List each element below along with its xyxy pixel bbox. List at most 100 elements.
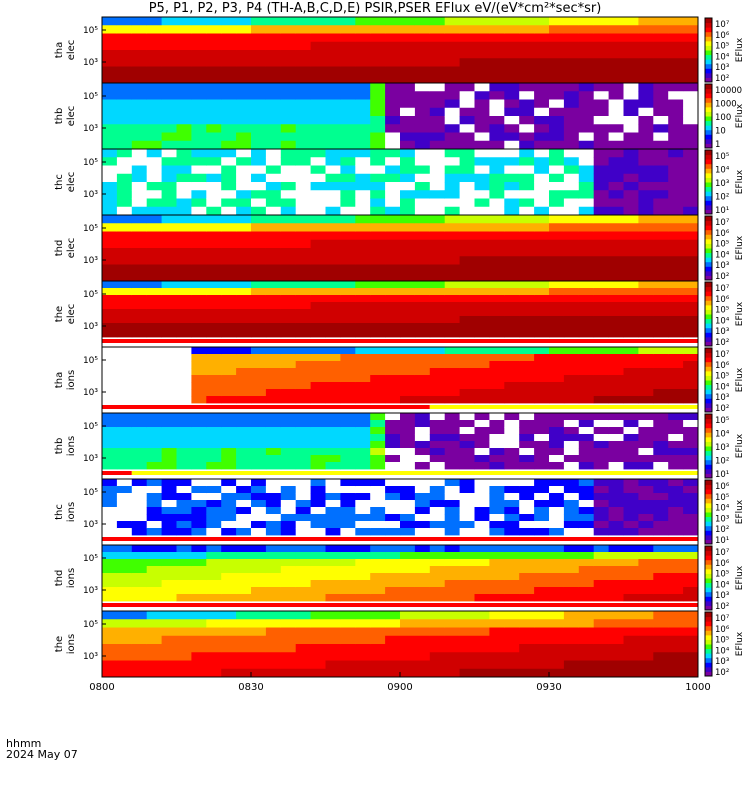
- heatmap-cell: [280, 619, 297, 628]
- heatmap-cell: [161, 619, 177, 628]
- heatmap-cell: [310, 288, 326, 296]
- heatmap-cell: [638, 660, 654, 670]
- heatmap-cell: [593, 132, 609, 142]
- heatmap-cell: [206, 215, 222, 224]
- heatmap-cell: [355, 41, 371, 51]
- heatmap-cell: [191, 116, 207, 125]
- colorbar-segment: [705, 625, 712, 631]
- colorbar-segment: [705, 468, 712, 474]
- heatmap-cell: [549, 354, 565, 362]
- heatmap-cell: [161, 173, 177, 183]
- heatmap-cell: [102, 455, 118, 463]
- heatmap-cell: [265, 182, 282, 191]
- heatmap-cell: [102, 573, 118, 581]
- heatmap-cell: [265, 281, 282, 289]
- heatmap-cell: [474, 611, 490, 620]
- heatmap-cell: [176, 635, 192, 645]
- heatmap-cell: [504, 627, 520, 637]
- heatmap-cell: [549, 448, 565, 456]
- heatmap-cell: [325, 215, 341, 224]
- heatmap-cell: [519, 347, 535, 355]
- heatmap-cell: [519, 91, 535, 100]
- heatmap-cell: [116, 528, 133, 536]
- heatmap-cell: [146, 198, 162, 208]
- heatmap-cell: [563, 347, 580, 355]
- heatmap-cell: [236, 330, 252, 338]
- heatmap-cell: [414, 323, 431, 331]
- heatmap-cell: [638, 594, 654, 602]
- heatmap-cell: [519, 413, 535, 421]
- heatmap-cell: [444, 198, 460, 208]
- heatmap-cell: [668, 206, 684, 216]
- colorbar-tick-label: 10⁴: [715, 316, 730, 326]
- heatmap-cell: [623, 323, 639, 331]
- heatmap-cell: [191, 223, 207, 232]
- heatmap-cell: [414, 309, 431, 317]
- heatmap-cell: [638, 17, 654, 26]
- heatmap-cell: [608, 74, 624, 84]
- heatmap-cell: [400, 347, 416, 355]
- heatmap-cell: [265, 41, 282, 51]
- heatmap-cell: [459, 396, 475, 404]
- heatmap-cell: [116, 330, 133, 338]
- y-tick-label: 10³: [83, 256, 98, 266]
- heatmap-cell: [265, 302, 282, 310]
- heatmap-cell: [325, 528, 341, 536]
- heatmap-cell: [340, 347, 356, 355]
- heatmap-cell: [251, 660, 267, 670]
- heatmap-cell: [131, 50, 148, 59]
- heatmap-cell: [623, 132, 639, 142]
- heatmap-cell: [414, 281, 431, 289]
- heatmap-cell: [519, 256, 535, 265]
- heatmap-cell: [474, 173, 490, 183]
- colorbar-tick-label: 10³: [715, 179, 729, 189]
- heatmap-cell: [668, 309, 684, 317]
- heatmap-cell: [549, 668, 565, 678]
- heatmap-cell: [206, 420, 222, 428]
- heatmap-cell: [489, 248, 505, 257]
- heatmap-cell: [608, 215, 624, 224]
- heatmap-cell: [489, 33, 505, 43]
- heatmap-cell: [385, 50, 401, 59]
- colorbar-segment: [705, 309, 712, 315]
- heatmap-cell: [102, 462, 118, 470]
- heatmap-cell: [265, 587, 282, 595]
- heatmap-cell: [429, 354, 446, 362]
- heatmap-cell: [683, 375, 699, 383]
- heatmap-cell: [444, 441, 460, 449]
- heatmap-cell: [295, 173, 311, 183]
- heatmap-cell: [549, 507, 565, 515]
- heatmap-cell: [280, 116, 297, 125]
- heatmap-cell: [653, 514, 669, 522]
- heatmap-cell: [474, 375, 490, 383]
- colorbar-segment: [705, 22, 712, 28]
- heatmap-cell: [221, 427, 237, 435]
- heatmap-cell: [668, 441, 684, 449]
- heatmap-cell: [519, 157, 535, 166]
- heatmap-cell: [623, 382, 639, 390]
- heatmap-cell: [251, 182, 267, 191]
- heatmap-cell: [608, 361, 624, 369]
- heatmap-cell: [325, 434, 341, 442]
- heatmap-cell: [251, 368, 267, 376]
- heatmap-cell: [265, 124, 282, 133]
- colorbar-tick-label: 10⁴: [715, 250, 730, 260]
- colorbar-segment: [705, 143, 712, 149]
- heatmap-cell: [251, 441, 267, 449]
- heatmap-cell: [370, 486, 386, 494]
- heatmap-cell: [310, 580, 326, 588]
- heatmap-cell: [400, 173, 416, 183]
- heatmap-cell: [668, 157, 684, 166]
- heatmap-cell: [236, 198, 252, 208]
- heatmap-cell: [608, 455, 624, 463]
- heatmap-cell: [444, 521, 460, 529]
- heatmap-cell: [191, 239, 207, 249]
- heatmap-cell: [400, 521, 416, 529]
- heatmap-cell: [176, 223, 192, 232]
- heatmap-cell: [653, 302, 669, 310]
- heatmap-cell: [414, 239, 431, 249]
- heatmap-cell: [221, 91, 237, 100]
- heatmap-cell: [161, 354, 177, 362]
- heatmap-cell: [295, 288, 311, 296]
